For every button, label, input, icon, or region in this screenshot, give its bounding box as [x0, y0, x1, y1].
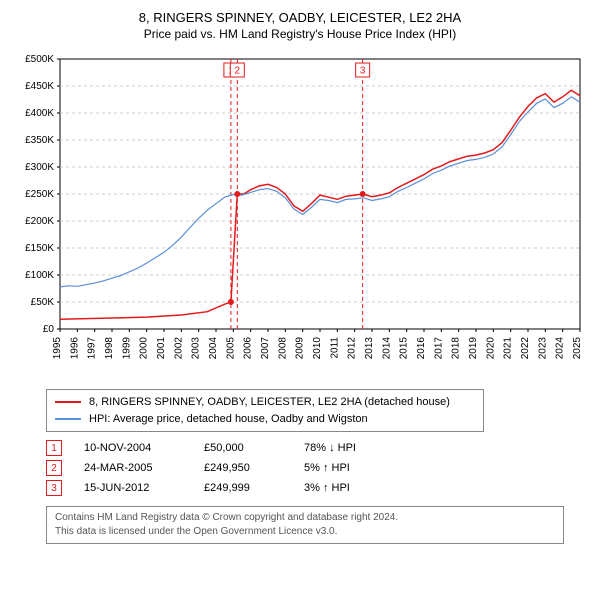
svg-text:£500K: £500K [25, 54, 54, 65]
svg-text:2011: 2011 [329, 337, 340, 359]
svg-text:2014: 2014 [381, 337, 392, 360]
legend-swatch [55, 401, 81, 403]
svg-text:2: 2 [235, 66, 241, 77]
legend-row: 8, RINGERS SPINNEY, OADBY, LEICESTER, LE… [55, 394, 475, 411]
svg-text:2021: 2021 [503, 337, 514, 360]
svg-text:£150K: £150K [25, 243, 54, 254]
event-date: 15-JUN-2012 [84, 482, 204, 494]
event-price: £50,000 [204, 442, 304, 454]
event-diff: 5% ↑ HPI [304, 462, 404, 474]
svg-text:2001: 2001 [156, 337, 167, 360]
footer-line: This data is licensed under the Open Gov… [55, 525, 555, 539]
svg-text:2023: 2023 [537, 337, 548, 360]
svg-text:£450K: £450K [25, 81, 54, 92]
svg-text:2020: 2020 [485, 337, 496, 360]
svg-text:£300K: £300K [25, 162, 54, 173]
svg-text:2005: 2005 [225, 337, 236, 360]
svg-text:£100K: £100K [25, 270, 54, 281]
svg-text:2003: 2003 [191, 337, 202, 360]
event-marker: 3 [46, 480, 62, 496]
event-row: 2 24-MAR-2005£249,9505% ↑ HPI [46, 460, 590, 476]
chart-container: 8, RINGERS SPINNEY, OADBY, LEICESTER, LE… [0, 0, 600, 552]
svg-text:2006: 2006 [243, 337, 254, 360]
event-row: 1 10-NOV-2004£50,00078% ↓ HPI [46, 440, 590, 456]
svg-text:2004: 2004 [208, 337, 219, 360]
footer-attribution: Contains HM Land Registry data © Crown c… [46, 506, 564, 544]
svg-text:2019: 2019 [468, 337, 479, 360]
legend: 8, RINGERS SPINNEY, OADBY, LEICESTER, LE… [46, 389, 484, 432]
svg-text:2012: 2012 [347, 337, 358, 360]
event-diff: 3% ↑ HPI [304, 482, 404, 494]
svg-text:£0: £0 [43, 324, 55, 335]
svg-text:2017: 2017 [433, 337, 444, 360]
svg-text:2015: 2015 [399, 337, 410, 360]
svg-text:2016: 2016 [416, 337, 427, 360]
svg-text:1997: 1997 [87, 337, 98, 360]
events-table: 1 10-NOV-2004£50,00078% ↓ HPI 2 24-MAR-2005… [46, 440, 590, 496]
event-price: £249,950 [204, 462, 304, 474]
svg-text:2010: 2010 [312, 337, 323, 360]
event-marker: 1 [46, 440, 62, 456]
svg-text:£200K: £200K [25, 216, 54, 227]
chart-plot: £0 £50K £100K £150K £200K £250K £300K £350K £400… [10, 49, 590, 379]
event-date: 10-NOV-2004 [84, 442, 204, 454]
event-date: 24-MAR-2005 [84, 462, 204, 474]
svg-text:2000: 2000 [139, 337, 150, 360]
legend-row: HPI: Average price, detached house, Oadb… [55, 411, 475, 428]
svg-text:£400K: £400K [25, 108, 54, 119]
svg-text:1999: 1999 [121, 337, 132, 360]
legend-label: HPI: Average price, detached house, Oadb… [89, 411, 368, 428]
event-marker: 2 [46, 460, 62, 476]
svg-text:2025: 2025 [572, 337, 583, 360]
svg-text:2002: 2002 [173, 337, 184, 360]
svg-text:£350K: £350K [25, 135, 54, 146]
svg-text:£50K: £50K [31, 297, 55, 308]
svg-text:2007: 2007 [260, 337, 271, 360]
svg-text:2013: 2013 [364, 337, 375, 360]
event-price: £249,999 [204, 482, 304, 494]
chart-title: 8, RINGERS SPINNEY, OADBY, LEICESTER, LE… [10, 10, 590, 25]
event-row: 3 15-JUN-2012£249,9993% ↑ HPI [46, 480, 590, 496]
svg-text:2008: 2008 [277, 337, 288, 360]
footer-line: Contains HM Land Registry data © Crown c… [55, 511, 555, 525]
svg-text:£250K: £250K [25, 189, 54, 200]
svg-text:3: 3 [360, 66, 366, 77]
chart-subtitle: Price paid vs. HM Land Registry's House … [10, 27, 590, 41]
svg-text:2024: 2024 [555, 337, 566, 360]
svg-text:1996: 1996 [69, 337, 80, 360]
svg-text:1998: 1998 [104, 337, 115, 360]
svg-text:1995: 1995 [52, 337, 63, 360]
event-diff: 78% ↓ HPI [304, 442, 404, 454]
svg-text:2018: 2018 [451, 337, 462, 360]
svg-text:2022: 2022 [520, 337, 531, 360]
svg-text:2009: 2009 [295, 337, 306, 360]
legend-swatch [55, 418, 81, 420]
legend-label: 8, RINGERS SPINNEY, OADBY, LEICESTER, LE… [89, 394, 450, 411]
